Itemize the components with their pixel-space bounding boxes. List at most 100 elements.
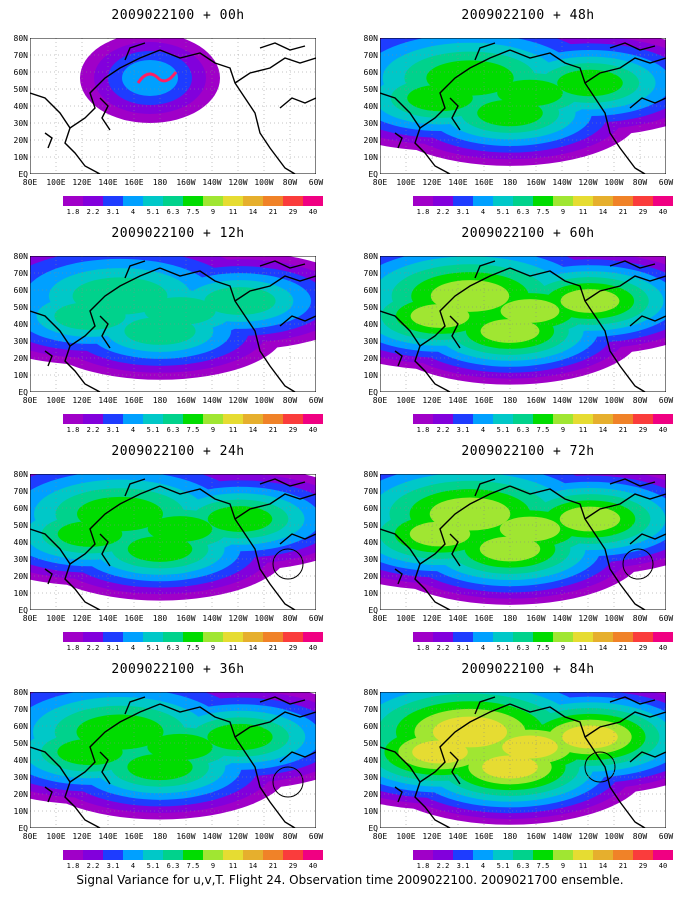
colorbar-swatch [513,632,533,642]
longitude-label: 80E [372,396,388,405]
colorbar-label: 2.2 [86,644,100,652]
latitude-label: 60N [363,504,378,513]
longitude-label: 100W [254,614,274,623]
coastline [449,533,461,567]
latitude-label: 70N [13,705,28,714]
longitude-label: 100E [396,614,416,623]
signal-contour [559,506,621,532]
longitude-label: 160W [176,396,196,405]
variance-map [30,256,316,392]
longitude-label: 180 [152,396,168,405]
longitude-label: 80W [632,832,648,841]
coastline [380,528,451,610]
colorbar-swatch [613,196,633,206]
colorbar-swatch [83,414,103,424]
signal-contour [122,60,178,96]
latitude-label: 80N [13,688,28,697]
longitude-label: 120W [228,178,248,187]
colorbar-swatch [413,850,433,860]
coastline [509,267,646,392]
coastline [584,711,666,738]
latitude-label: 50N [363,85,378,94]
signal-contour [204,287,276,315]
colorbar-swatch [123,632,143,642]
signal-contour [147,733,213,761]
colorbar-swatch [243,196,263,206]
map-panel: 2009022100 + 36h 80N 70N 60N 50N 40N 30N 20N 10N… [8,654,348,874]
longitude-label: 140E [448,832,468,841]
coastline [584,275,666,302]
latitude-label: 80N [363,470,378,479]
colorbar-swatch [433,414,453,424]
longitude-label: 120W [228,614,248,623]
latitude-label: EQ [368,170,378,179]
coastline [159,485,296,610]
colorbar-swatch [103,632,123,642]
variance-map [30,38,316,174]
colorbar-label: 5.1 [496,862,510,870]
coastline [44,132,53,149]
colorbar-label: 9 [560,644,566,652]
coastline [380,310,451,392]
signal-contour [477,99,543,127]
latitude-label: 50N [13,85,28,94]
colorbar-label: 6.3 [166,644,180,652]
longitude-label: 140E [98,614,118,623]
colorbar-label: 4 [480,426,486,434]
latitude-label: 60N [13,504,28,513]
colorbar-label: 4 [480,644,486,652]
colorbar-swatch [453,414,473,424]
latitude-label: 40N [13,320,28,329]
signal-contour [54,302,126,330]
colorbar-swatch [633,850,653,860]
longitude-label: 180 [152,832,168,841]
coastline [394,786,403,803]
colorbar-label: 9 [210,862,216,870]
coastline [234,57,316,84]
latitude-label: 80N [13,34,28,43]
colorbar-swatch [653,850,673,860]
colorbar-swatch [653,632,673,642]
latitude-label: 40N [13,756,28,765]
latitude-label: EQ [368,388,378,397]
colorbar [63,850,323,860]
longitude-label: 140W [202,832,222,841]
longitude-label: 140W [552,614,572,623]
longitude-label: 120W [578,614,598,623]
colorbar-swatch [613,632,633,642]
colorbar-label: 1.8 [66,644,80,652]
latitude-label: 10N [363,807,378,816]
colorbar-label: 29 [288,862,298,870]
latitude-label: 60N [13,286,28,295]
colorbar-label: 5.1 [146,644,160,652]
colorbar-swatch [453,850,473,860]
colorbar-swatch [633,196,653,206]
latitude-label: 30N [13,119,28,128]
latitude-label: 70N [13,487,28,496]
colorbar-swatch [163,632,183,642]
colorbar-swatch [163,414,183,424]
latitude-label: 30N [13,337,28,346]
longitude-label: 160W [176,178,196,187]
colorbar-swatch [83,850,103,860]
colorbar-swatch [203,414,223,424]
colorbar-label: 2.2 [436,644,450,652]
colorbar-label: 1.8 [416,426,430,434]
colorbar-swatch [433,632,453,642]
longitude-label: 140W [202,614,222,623]
variance-map [380,256,666,392]
colorbar-label: 40 [308,208,318,216]
signal-contour [207,723,273,751]
coastline [419,703,511,783]
colorbar-label: 7.5 [186,644,200,652]
longitude-label: 120W [228,396,248,405]
longitude-label: 80W [282,614,298,623]
colorbar-label: 6.3 [166,208,180,216]
longitude-label: 160E [474,178,494,187]
coastline [259,260,306,269]
coastline [509,703,646,828]
longitude-label: 140W [552,178,572,187]
colorbar-label: 5.1 [496,644,510,652]
map-panel: 2009022100 + 00h 80N 70N 60N 50N 40N 30N 20N 10N… [8,0,348,220]
coastline [474,478,496,497]
